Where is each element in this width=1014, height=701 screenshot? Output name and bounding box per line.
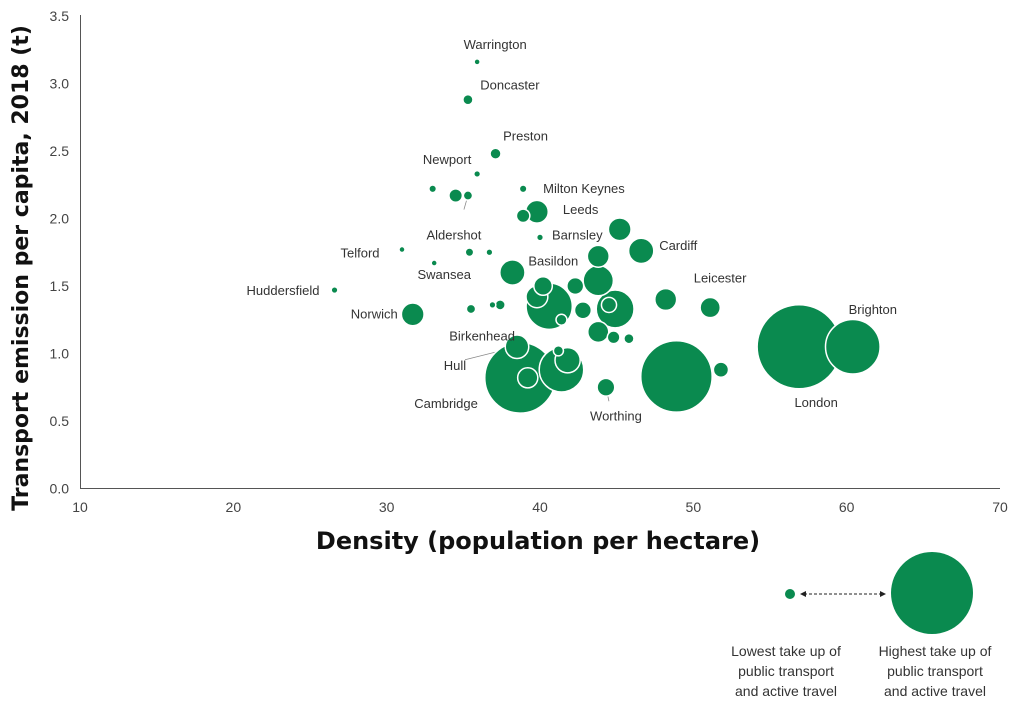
- bubble: [515, 208, 531, 224]
- x-tick-label: 70: [992, 499, 1008, 515]
- bubble: [587, 320, 610, 344]
- point-label: Milton Keynes: [543, 181, 625, 196]
- bubble: [552, 345, 565, 357]
- point-labels: Warrington Doncaster Preston Newport Aldersh…: [247, 37, 897, 423]
- bubble: [712, 361, 730, 379]
- bubble: [582, 264, 615, 297]
- legend-high-line-2: public transport: [887, 663, 983, 679]
- point-label: London: [794, 395, 837, 410]
- bubble: [494, 299, 506, 311]
- x-tick-labels: 10 20 30 40 50 60 70: [72, 499, 1008, 515]
- legend-low-line-1: Lowest take up of: [731, 643, 841, 659]
- bubbles: [330, 58, 881, 414]
- bubble: [535, 233, 545, 242]
- bubble: [473, 169, 482, 179]
- bubble: [430, 259, 438, 267]
- bubble: [640, 340, 713, 413]
- legend-small-bubble: [785, 589, 795, 599]
- y-tick-label: 3.5: [50, 8, 70, 24]
- x-tick-label: 50: [686, 499, 702, 515]
- y-tick-label: 1.0: [50, 346, 70, 362]
- legend-high-line-1: Highest take up of: [879, 643, 992, 659]
- bubble: [606, 330, 621, 345]
- x-tick-label: 60: [839, 499, 855, 515]
- bubble: [699, 296, 722, 319]
- point-label: Leicester: [694, 271, 747, 286]
- point-label: Leeds: [563, 202, 599, 217]
- x-tick-label: 20: [226, 499, 242, 515]
- legend-low-line-2: public transport: [738, 663, 834, 679]
- bubble: [824, 318, 881, 375]
- x-tick-label: 10: [72, 499, 88, 515]
- bubble: [654, 287, 678, 312]
- x-tick-label: 30: [379, 499, 395, 515]
- legend-arrowhead-right: [880, 591, 886, 597]
- point-label: Warrington: [464, 37, 527, 52]
- y-axis-title: Transport emission per capita, 2018 (t): [9, 25, 34, 511]
- point-label: Basildon: [528, 254, 578, 269]
- bubble: [462, 93, 474, 106]
- point-label: Telford: [340, 246, 379, 261]
- point-label: Newport: [423, 152, 472, 167]
- point-label: Doncaster: [480, 78, 540, 93]
- size-legend: Lowest take up of public transport and a…: [731, 552, 992, 699]
- bubble: [330, 285, 339, 295]
- bubble: [465, 303, 477, 315]
- point-label: Barnsley: [552, 227, 603, 242]
- point-label: Swansea: [417, 267, 471, 282]
- bubble: [596, 377, 616, 397]
- y-tick-label: 2.5: [50, 143, 70, 159]
- legend-high-line-3: and active travel: [884, 683, 986, 699]
- bubble: [499, 259, 526, 286]
- bubble: [566, 276, 585, 296]
- bubble: [489, 147, 502, 160]
- bubble: [428, 184, 438, 194]
- legend-low-line-3: and active travel: [735, 683, 837, 699]
- x-tick-label: 40: [532, 499, 548, 515]
- legend-large-bubble: [891, 552, 973, 634]
- bubble: [533, 276, 554, 296]
- bubble: [623, 332, 635, 345]
- bubble: [400, 302, 425, 327]
- bubble: [488, 300, 497, 310]
- bubble: [473, 58, 481, 66]
- y-tick-label: 0.0: [50, 481, 70, 497]
- y-tick-label: 2.0: [50, 211, 70, 227]
- bubble: [600, 296, 618, 314]
- y-tick-label: 3.0: [50, 76, 70, 92]
- y-tick-label: 0.5: [50, 413, 70, 429]
- bubble: [464, 247, 475, 258]
- bubble: [627, 237, 655, 265]
- bubble: [462, 190, 474, 201]
- y-tick-label: 1.5: [50, 278, 70, 294]
- point-label: Hull: [444, 358, 467, 373]
- bubble: [485, 248, 494, 257]
- point-label: Norwich: [351, 306, 398, 321]
- bubble: [573, 301, 593, 320]
- x-axis-title: Density (population per hectare): [316, 527, 760, 555]
- point-label: Preston: [503, 129, 548, 144]
- y-tick-labels: 0.0 0.5 1.0 1.5 2.0 2.5 3.0 3.5: [50, 8, 70, 497]
- axes: [80, 15, 1000, 489]
- bubble: [586, 244, 610, 268]
- point-label: Worthing: [590, 408, 642, 423]
- point-label: Huddersfield: [247, 283, 320, 298]
- point-label: Brighton: [849, 302, 897, 317]
- point-label: Aldershot: [426, 228, 481, 243]
- bubble: [448, 188, 464, 204]
- bubble: [555, 313, 568, 326]
- point-label: Birkenhead: [449, 328, 515, 343]
- point-label: Cardiff: [659, 238, 697, 253]
- bubble: [398, 245, 406, 254]
- bubble: [516, 366, 539, 389]
- point-label: Cambridge: [414, 396, 478, 411]
- legend-arrowhead-left: [800, 591, 806, 597]
- bubble: [607, 217, 632, 242]
- bubble: [518, 184, 528, 194]
- bubble: [504, 334, 530, 360]
